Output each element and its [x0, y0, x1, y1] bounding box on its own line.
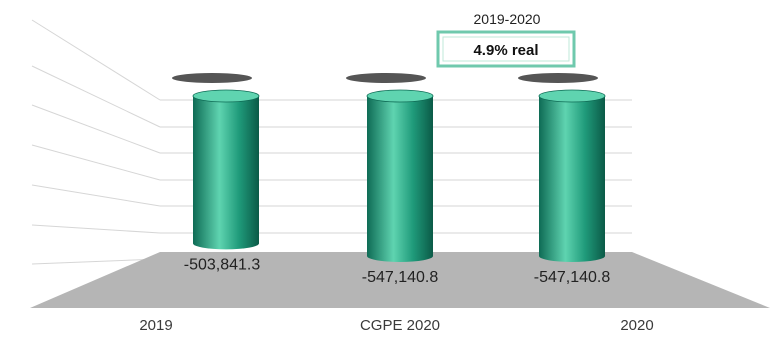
category-label: 2020 — [620, 317, 653, 334]
wall-gridline — [31, 224, 161, 234]
annotation-box-inner — [442, 36, 570, 62]
bar — [193, 96, 259, 250]
wall-gridline — [31, 144, 161, 181]
bar — [539, 96, 605, 262]
chart-floor — [30, 252, 770, 308]
labels: -503,841.3 2019 -547,140.8 CGPE 2020 -547,14… — [139, 256, 653, 334]
annotation-text: 4.9% real — [473, 42, 538, 59]
wall-gridline — [31, 184, 161, 207]
bar-cap — [346, 73, 426, 83]
value-label: -503,841.3 — [184, 256, 261, 273]
bars — [172, 73, 606, 262]
wall-gridline — [31, 104, 161, 154]
bar — [367, 96, 433, 262]
category-label: CGPE 2020 — [360, 317, 440, 334]
category-label: 2019 — [139, 317, 172, 334]
annotation-period: 2019-2020 — [474, 11, 541, 27]
bar-cap — [518, 73, 598, 83]
bar-top — [538, 89, 606, 103]
wall-gridline — [31, 258, 161, 265]
wall-gridline — [31, 65, 161, 128]
wall-gridline — [31, 19, 161, 101]
value-label: -547,140.8 — [534, 269, 611, 286]
bar-top — [366, 89, 434, 103]
value-label: -547,140.8 — [362, 269, 439, 286]
bar-top — [192, 89, 260, 103]
bar-cap — [172, 73, 252, 83]
annotation: 2019-2020 4.9% real — [436, 11, 576, 68]
annotation-box — [436, 30, 576, 68]
